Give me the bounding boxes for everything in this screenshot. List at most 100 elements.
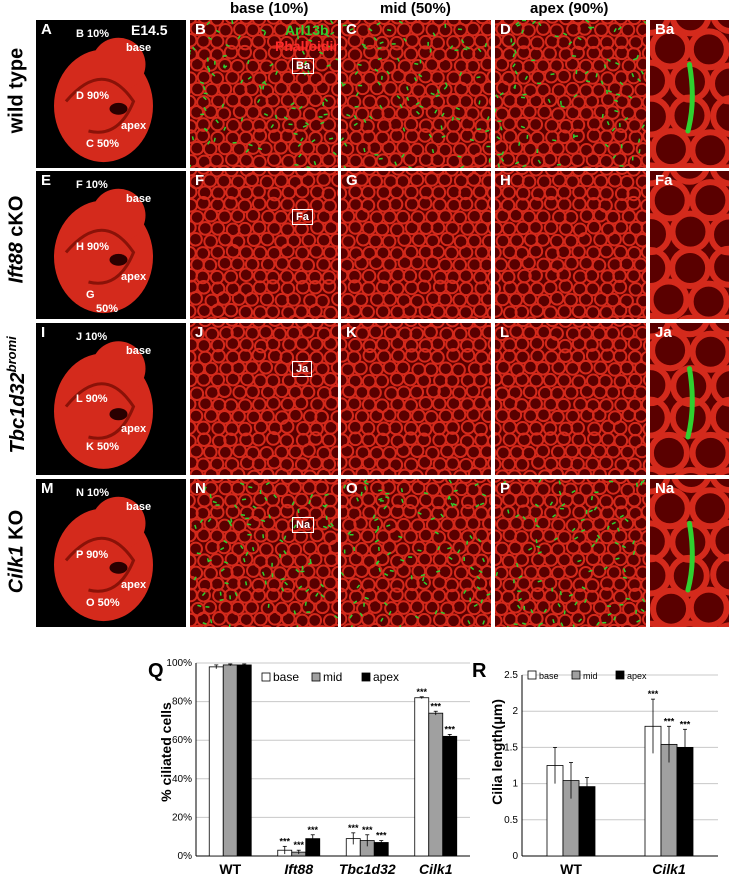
whole-mount-label: 50%: [96, 303, 119, 315]
panel-na: Na: [650, 479, 729, 627]
significance-mark: ***: [416, 687, 427, 697]
y-tick-label: 20%: [172, 812, 192, 823]
legend-label-base: base: [539, 671, 559, 681]
panel-e: E F 10% base H 90% apex G 50%: [36, 171, 186, 319]
panel-letter-c: C: [346, 21, 357, 38]
inset-box-label: Fa: [292, 209, 313, 225]
panel-letter-l: L: [500, 324, 510, 341]
whole-mount-label: C 50%: [86, 138, 120, 150]
whole-mount-label: apex: [121, 271, 147, 283]
legend-swatch-mid: [571, 670, 581, 680]
panel-m: M N 10% base P 90% apex O 50%: [36, 479, 186, 627]
significance-mark: ***: [293, 840, 304, 850]
y-tick-label: 2: [512, 706, 518, 717]
significance-mark: ***: [307, 825, 318, 835]
y-tick-label: 0%: [178, 851, 193, 862]
panel-letter-a: A: [41, 21, 52, 38]
bar-base: [208, 666, 224, 857]
whole-mount-label: apex: [121, 423, 147, 435]
panel-fa: Fa: [650, 171, 729, 319]
y-tick-label: 1: [512, 779, 518, 790]
significance-mark: ***: [444, 724, 455, 734]
panel-ba: Ba: [650, 20, 729, 168]
bar-mid: [428, 712, 444, 857]
panel-n: N Na: [190, 479, 338, 627]
whole-mount-label: base: [126, 345, 152, 357]
panel-j: J Ja: [190, 323, 338, 475]
panel-b: B Ba Arl13b Phalloidin: [190, 20, 338, 168]
category-label: Ift88: [284, 861, 313, 877]
panel-letter-d: D: [500, 21, 511, 38]
panel-letter-i: I: [41, 324, 46, 341]
row-label-tbc1d32: Tbc1d32bromi: [4, 336, 29, 454]
panel-ja: Ja: [650, 323, 729, 475]
legend-label-base: base: [273, 670, 299, 684]
y-tick-label: 1.5: [504, 742, 518, 753]
stain-label-green: Arl13b: [285, 22, 329, 38]
stain-label-red: Phalloidin: [275, 38, 338, 54]
category-label: WT: [219, 861, 241, 877]
panel-letter-p: P: [500, 480, 511, 497]
panel-k: K: [341, 323, 491, 475]
panel-letter-ba: Ba: [655, 21, 675, 38]
whole-mount-label: B 10%: [76, 28, 110, 40]
y-tick-label: 0.5: [504, 815, 518, 826]
whole-mount-label: H 90%: [76, 241, 110, 253]
whole-mount-label: K 50%: [86, 441, 120, 453]
panel-letter-g: G: [346, 172, 358, 189]
significance-mark: ***: [348, 823, 359, 833]
bar-apex: [236, 664, 252, 857]
legend-swatch-apex: [615, 670, 625, 680]
legend-swatch-apex: [361, 672, 371, 682]
chart-r-plot: 0 0.5 1 1.5 2 2.5 WT *** *** *** Cilk1 base mid apex: [504, 670, 718, 877]
column-header-mid: mid (50%): [380, 0, 451, 17]
row-label-cilk1: Cilk1 KO: [5, 509, 28, 594]
inset-box-label: Ja: [292, 361, 313, 377]
panel-h: H: [495, 171, 646, 319]
panel-i: I J 10% base L 90% apex K 50%: [36, 323, 186, 475]
inset-box-label: Na: [292, 517, 315, 533]
y-tick-label: 40%: [172, 774, 192, 785]
chart-r-letter: R: [472, 660, 487, 682]
whole-mount-label: apex: [121, 120, 147, 132]
whole-mount-label: base: [126, 193, 152, 205]
panel-o: O: [341, 479, 491, 627]
whole-mount-label: D 90%: [76, 90, 110, 102]
significance-mark: ***: [376, 831, 387, 841]
panel-letter-e: E: [41, 172, 52, 189]
panel-letter-h: H: [500, 172, 511, 189]
significance-mark: ***: [362, 825, 373, 835]
bar-apex: [442, 735, 458, 857]
panel-g: G: [341, 171, 491, 319]
significance-mark: ***: [279, 836, 290, 846]
whole-mount-label: base: [126, 501, 152, 513]
legend-label-apex: apex: [373, 670, 399, 684]
stage-label: E14.5: [131, 22, 168, 38]
panel-a: A B 10% base D 90% apex C 50% E14.5: [36, 20, 186, 168]
bar-apex: [373, 842, 389, 857]
whole-mount-label: G: [86, 289, 95, 301]
whole-mount-label: apex: [121, 579, 147, 591]
panel-letter-f: F: [195, 172, 205, 189]
whole-mount-label: O 50%: [86, 597, 120, 609]
y-tick-label: 0: [512, 851, 518, 862]
whole-mount-label: N 10%: [76, 487, 110, 499]
bar-base: [414, 697, 430, 857]
significance-mark: ***: [648, 689, 659, 699]
legend-label-apex: apex: [627, 671, 647, 681]
bar-mid: [222, 664, 238, 857]
column-header-base: base (10%): [230, 0, 309, 17]
bar-apex: [578, 786, 596, 857]
panel-letter-k: K: [346, 324, 357, 341]
chart-q-letter: Q: [148, 660, 164, 682]
panel-letter-fa: Fa: [655, 172, 673, 189]
y-tick-label: 2.5: [504, 670, 518, 681]
legend-label-mid: mid: [323, 670, 342, 684]
y-tick-label: 60%: [172, 735, 192, 746]
y-tick-label: 80%: [172, 697, 192, 708]
category-label: Cilk1: [652, 861, 686, 877]
significance-mark: ***: [680, 719, 691, 729]
chart-q-plot: 0%20%40%60%80%100%WT*** ******Ift88*** ***…: [166, 658, 470, 877]
panel-p: P: [495, 479, 646, 627]
panel-c: C: [341, 20, 491, 168]
